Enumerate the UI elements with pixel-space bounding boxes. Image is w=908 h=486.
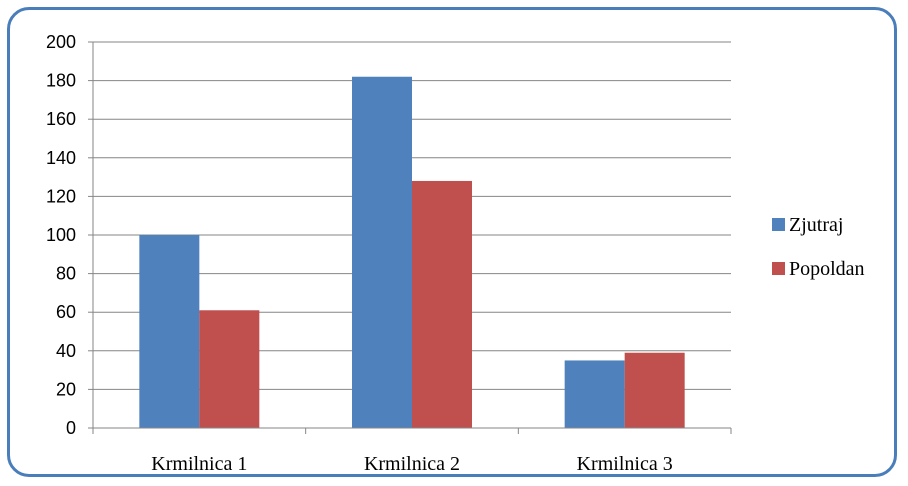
bar-zjutraj-3: [564, 360, 625, 428]
y-tick-label: 80: [56, 264, 76, 284]
axes: [88, 41, 732, 434]
bar-zjutraj-1: [139, 235, 200, 428]
legend: Zjutraj Popoldan: [772, 214, 865, 280]
bars: [139, 76, 685, 429]
y-tick-label: 100: [46, 225, 76, 245]
bar-popoldan-1: [199, 310, 260, 428]
y-tick-label: 60: [56, 302, 76, 322]
y-tick-label: 200: [46, 32, 76, 52]
legend-label-zjutraj: Zjutraj: [789, 214, 843, 236]
y-tick-label: 180: [46, 71, 76, 91]
x-category-label: Krmilnica 1: [151, 453, 247, 475]
y-tick-label: 0: [66, 418, 76, 438]
x-category-label: Krmilnica 2: [364, 453, 460, 475]
legend-swatch-zjutraj: [772, 218, 785, 231]
y-tick-label: 40: [56, 341, 76, 361]
y-tick-label: 120: [46, 186, 76, 206]
legend-swatch-popoldan: [772, 262, 785, 275]
legend-label-popoldan: Popoldan: [789, 258, 865, 280]
x-category-label: Krmilnica 3: [577, 453, 673, 475]
y-tick-labels: 0 20 40 60 80 100 120 140 160 180 200: [46, 32, 76, 438]
bar-zjutraj-2: [352, 76, 412, 429]
x-category-labels: Krmilnica 1 Krmilnica 2 Krmilnica 3: [151, 453, 672, 475]
bar-popoldan-3: [624, 352, 685, 428]
y-tick-label: 20: [56, 379, 76, 399]
y-tick-label: 160: [46, 109, 76, 129]
bar-popoldan-2: [412, 180, 472, 428]
y-tick-label: 140: [46, 148, 76, 168]
